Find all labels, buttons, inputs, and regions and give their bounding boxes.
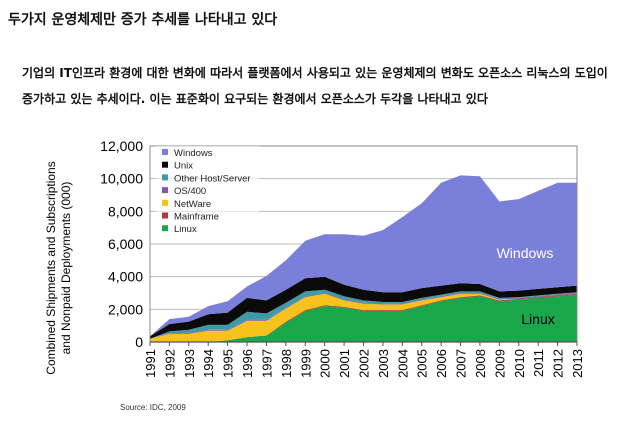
legend-swatch: [162, 161, 168, 168]
x-tick-label: 2011: [531, 349, 546, 377]
series-area-linux: [150, 294, 577, 342]
x-tick-label: 2010: [512, 349, 527, 378]
legend-swatch: [162, 187, 168, 194]
x-tick-label: 2009: [492, 349, 507, 378]
x-tick-label: 1992: [162, 349, 177, 378]
x-tick-label: 2002: [357, 349, 372, 378]
legend-label: Other Host/Server: [174, 173, 251, 184]
series-area-unix: [150, 276, 577, 339]
y-tick-label: 10,000: [100, 171, 143, 187]
x-tick-label: 2012: [551, 349, 566, 378]
description-line-1: 기업의 IT인프라 환경에 대한 변화에 따라서 플랫폼에서 사용되고 있는 운…: [22, 66, 608, 80]
y-axis-title-line-1: Combined Shipments and Subscriptions: [44, 161, 58, 374]
x-tick-label: 1993: [182, 349, 197, 378]
legend-swatch: [162, 225, 168, 232]
legend-label: OS/400: [174, 186, 206, 197]
legend-label: NetWare: [174, 199, 211, 210]
legend-swatch: [162, 199, 168, 206]
chart-source: Source: IDC, 2009: [120, 403, 186, 412]
legend-swatch: [162, 149, 168, 155]
y-tick-label: 8,000: [108, 203, 143, 219]
x-tick-label: 2001: [337, 349, 352, 378]
legend-label: Windows: [174, 148, 213, 159]
y-axis-title-line-2: and Nonpaid Deployments (000): [59, 182, 73, 355]
x-tick-label: 2013: [570, 349, 585, 378]
legend-label: Mainframe: [174, 212, 219, 223]
y-tick-label: 12,000: [100, 138, 143, 154]
legend-swatch: [162, 174, 168, 181]
legend-label: Linux: [174, 224, 197, 235]
x-tick-label: 1998: [279, 349, 294, 378]
x-tick-label: 2006: [434, 349, 449, 378]
x-tick-label: 2008: [473, 349, 488, 378]
y-tick-label: 2,000: [108, 301, 143, 317]
legend-box: [156, 146, 259, 239]
x-tick-label: 1996: [240, 349, 255, 378]
page-title: 두가지 운영체제만 증가 추세를 나타내고 있다: [8, 12, 278, 28]
x-tick-label: 2007: [454, 349, 469, 378]
annotation-linux: Linux: [521, 311, 554, 327]
legend-swatch: [162, 212, 168, 219]
series-area-netware: [150, 293, 577, 342]
x-tick-label: 2003: [376, 349, 391, 378]
y-tick-label: 4,000: [108, 269, 143, 285]
x-tick-label: 2004: [395, 349, 410, 378]
x-tick-label: 1995: [221, 349, 236, 378]
y-tick-label: 6,000: [108, 236, 143, 252]
x-tick-label: 1991: [143, 349, 158, 378]
series-area-windows: [150, 175, 577, 337]
x-tick-label: 2005: [415, 349, 430, 378]
annotation-windows: Windows: [497, 245, 554, 261]
description-line-2: 증가하고 있는 추세이다. 이는 표준화이 요구되는 환경에서 오픈소스가 두각…: [22, 92, 488, 106]
x-tick-label: 1999: [298, 349, 313, 378]
x-tick-label: 1997: [259, 349, 274, 378]
x-tick-label: 1994: [201, 349, 216, 378]
x-tick-label: 2000: [318, 349, 333, 378]
legend-label: Unix: [174, 161, 193, 172]
y-tick-label: 0: [135, 334, 143, 350]
